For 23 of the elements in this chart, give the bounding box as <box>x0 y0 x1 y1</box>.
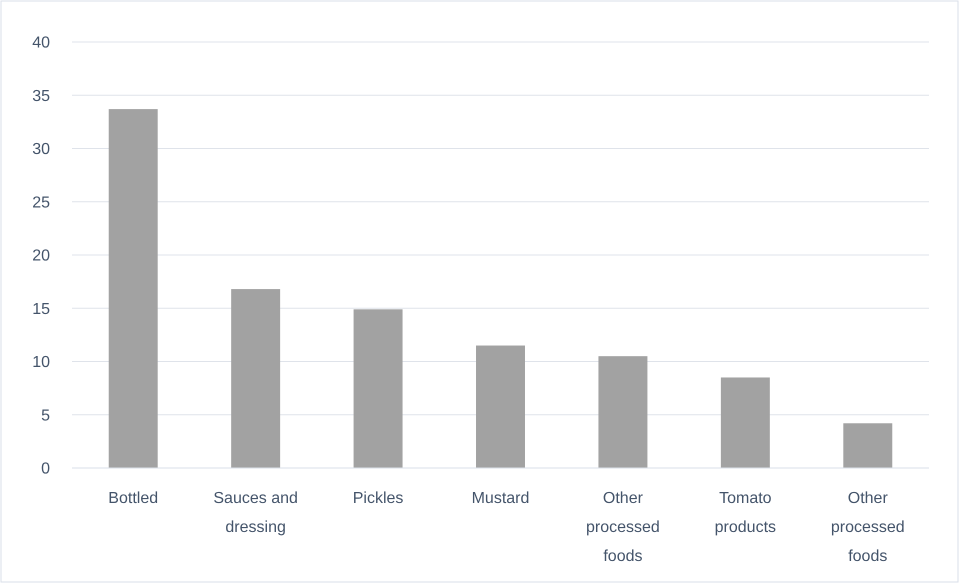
bar <box>108 109 158 468</box>
bar <box>598 356 648 468</box>
bar <box>231 289 280 468</box>
x-tick-label: Mustard <box>472 490 530 507</box>
y-tick-label: 30 <box>32 141 50 158</box>
y-tick-label: 40 <box>32 34 50 52</box>
y-tick-label: 10 <box>32 354 50 372</box>
x-tick-label: Other processed foods <box>586 490 660 565</box>
x-tick-label: Sauces and dressing <box>213 490 298 536</box>
x-tick-label: Other processed foods <box>830 490 905 565</box>
y-tick-label: 35 <box>32 88 50 105</box>
x-tick-label: Bottled <box>108 490 158 507</box>
y-tick-label: 20 <box>32 248 50 265</box>
bar <box>720 377 770 468</box>
x-tick-label: Tomato products <box>714 490 776 536</box>
y-tick-label: 0 <box>41 460 50 478</box>
y-tick-label: 5 <box>41 407 50 424</box>
y-tick-label: 15 <box>32 300 50 318</box>
y-tick-label: 25 <box>32 194 50 212</box>
x-tick-label: Pickles <box>352 490 404 507</box>
bar <box>476 346 525 468</box>
bar <box>354 309 403 468</box>
bar <box>843 423 892 468</box>
